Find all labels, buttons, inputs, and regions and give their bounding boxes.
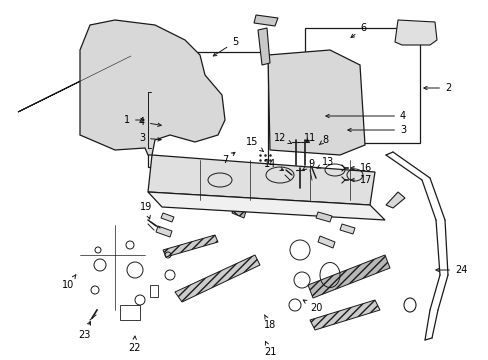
Text: 5: 5 — [213, 37, 238, 56]
Text: 1: 1 — [123, 115, 144, 125]
Text: 7: 7 — [221, 152, 234, 165]
Text: 8: 8 — [319, 135, 327, 145]
Polygon shape — [161, 213, 174, 222]
Polygon shape — [258, 28, 269, 65]
Bar — [150, 285, 158, 297]
Polygon shape — [309, 300, 379, 330]
Polygon shape — [163, 235, 218, 257]
Bar — [148, 52, 267, 167]
Bar — [120, 305, 140, 320]
Polygon shape — [254, 196, 273, 210]
Text: 11: 11 — [304, 133, 316, 143]
Text: 24: 24 — [435, 265, 467, 275]
Text: 3: 3 — [139, 133, 161, 143]
Text: 14: 14 — [263, 159, 283, 171]
Polygon shape — [156, 226, 172, 237]
Text: 17: 17 — [350, 175, 372, 185]
Polygon shape — [317, 236, 334, 248]
Polygon shape — [385, 192, 404, 208]
Text: 18: 18 — [264, 315, 276, 330]
Polygon shape — [148, 155, 374, 205]
Polygon shape — [18, 55, 133, 112]
Text: 13: 13 — [316, 157, 334, 168]
Polygon shape — [231, 203, 246, 218]
Polygon shape — [315, 212, 331, 222]
Text: 9: 9 — [302, 159, 313, 170]
Text: 3: 3 — [347, 125, 406, 135]
Polygon shape — [148, 192, 384, 220]
Polygon shape — [339, 224, 354, 234]
Polygon shape — [80, 20, 224, 155]
Bar — [305, 28, 419, 143]
Text: 15: 15 — [245, 137, 263, 152]
Polygon shape — [175, 255, 260, 302]
Text: 19: 19 — [140, 202, 152, 219]
Polygon shape — [267, 50, 364, 155]
Text: 4: 4 — [139, 117, 161, 127]
Text: 6: 6 — [350, 23, 366, 37]
Text: 4: 4 — [325, 111, 406, 121]
Polygon shape — [394, 20, 436, 45]
Text: 16: 16 — [350, 163, 371, 173]
Polygon shape — [253, 15, 278, 26]
Text: 22: 22 — [128, 336, 140, 353]
Text: 20: 20 — [303, 300, 322, 313]
Text: 21: 21 — [264, 341, 276, 357]
Text: 12: 12 — [273, 133, 291, 144]
Text: 23: 23 — [78, 321, 90, 340]
Polygon shape — [307, 255, 389, 298]
Text: 10: 10 — [62, 275, 76, 290]
Text: 2: 2 — [423, 83, 450, 93]
